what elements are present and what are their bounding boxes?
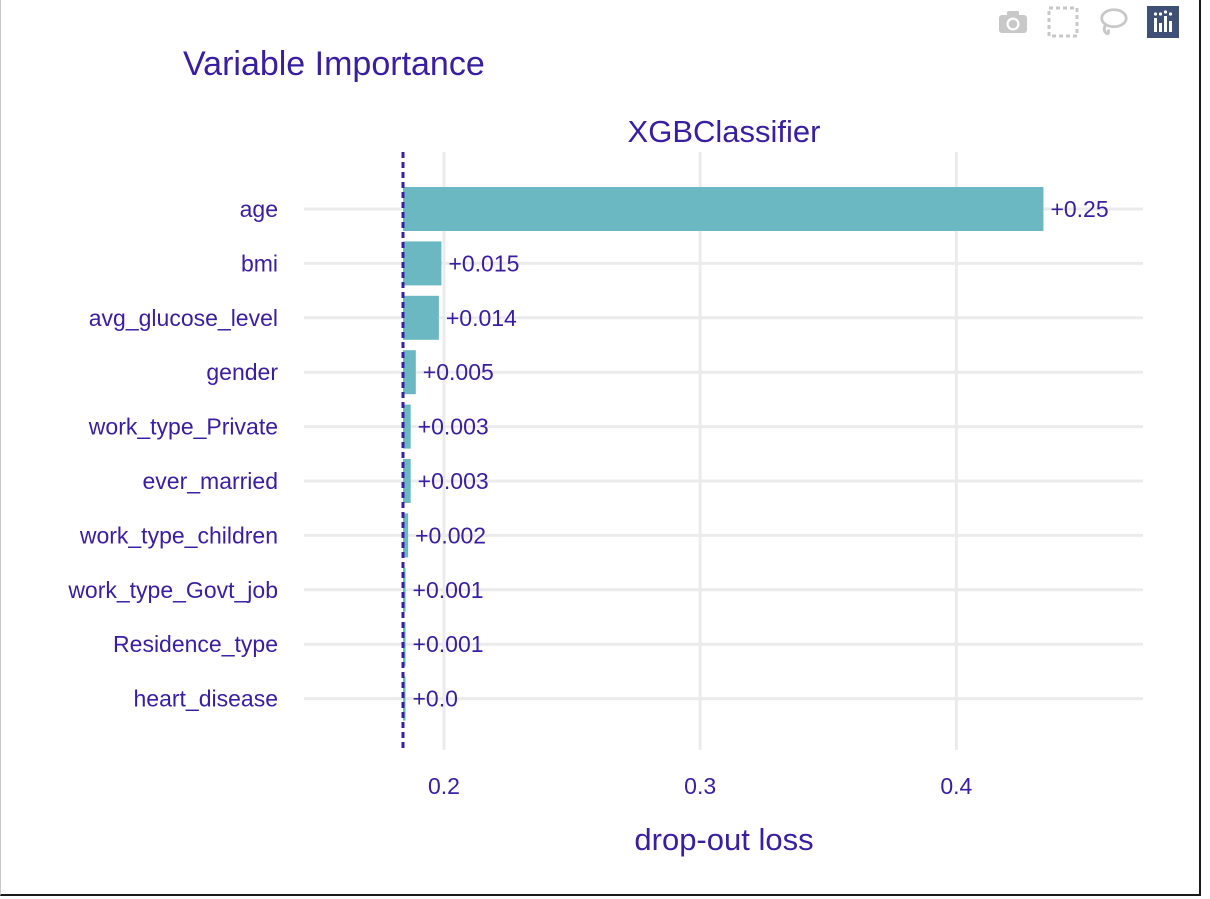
camera-icon[interactable] [997,6,1029,38]
bar-value-label: +0.014 [446,305,517,331]
x-axis-ticks: 0.2 0.3 0.4 [428,773,973,799]
bar[interactable] [403,459,411,503]
lasso-select-icon[interactable] [1097,6,1129,38]
bar-value-label: +0.015 [448,250,519,276]
chart-title: Variable Importance [183,45,485,83]
bar-value-label: +0.25 [1050,196,1108,222]
y-tick-label: work_type_children [79,522,278,548]
y-tick-label: heart_disease [134,686,279,712]
x-axis-title: drop-out loss [634,822,813,857]
bar-value-label: +0.005 [423,359,494,385]
bar-value-label: +0.002 [415,522,486,548]
bar-value-label: +0.003 [418,468,489,494]
labels-layer: age +0.25 bmi +0.015 avg_glucose_level +0.014… [67,196,1108,712]
x-tick-label: 0.3 [684,773,716,799]
y-tick-label: work_type_Private [88,414,278,440]
modebar [997,6,1179,38]
bar[interactable] [403,187,1044,231]
y-tick-label: avg_glucose_level [89,305,278,331]
plotly-logo-icon[interactable] [1147,6,1179,38]
x-tick-label: 0.2 [428,773,460,799]
y-tick-label: ever_married [143,468,279,494]
bar-value-label: +0.003 [418,414,489,440]
chart-subtitle: XGBClassifier [628,114,821,149]
y-tick-label: bmi [241,250,278,276]
box-select-icon[interactable] [1047,6,1079,38]
y-tick-label: age [240,196,278,222]
bar-value-label: +0.001 [413,631,484,657]
bar[interactable] [403,404,411,449]
bar-value-label: +0.0 [413,686,458,712]
y-tick-label: work_type_Govt_job [67,577,278,603]
x-tick-label: 0.4 [940,773,972,799]
grid-layer [304,152,1143,750]
bar-value-label: +0.001 [413,577,484,603]
bar[interactable] [403,295,439,340]
bar[interactable] [403,567,406,612]
bar[interactable] [403,676,406,721]
bar[interactable] [403,513,409,558]
y-tick-label: Residence_type [113,631,278,657]
bar[interactable] [403,241,442,286]
bar[interactable] [403,350,416,395]
bars-layer [403,187,1044,721]
y-tick-label: gender [206,359,278,385]
